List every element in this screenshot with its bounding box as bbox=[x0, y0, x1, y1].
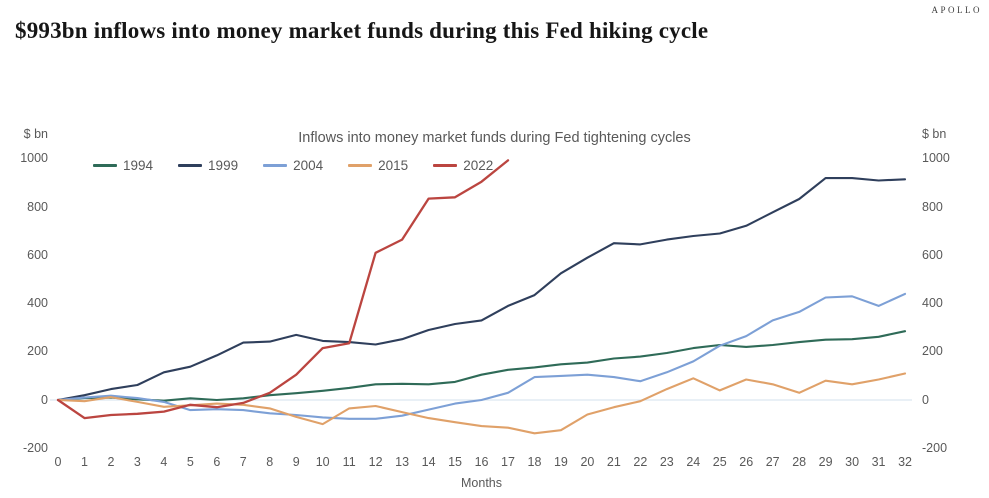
y-tick-label-left: 0 bbox=[41, 392, 48, 407]
x-tick-label: 20 bbox=[580, 455, 595, 469]
x-tick-label: 14 bbox=[421, 455, 436, 469]
y-tick-label-right: 800 bbox=[922, 199, 943, 214]
page-title: $993bn inflows into money market funds d… bbox=[15, 18, 709, 43]
y-tick-label-right: 400 bbox=[922, 296, 943, 310]
y-axis-unit-right: $ bn bbox=[922, 127, 947, 141]
legend-label: 2004 bbox=[293, 158, 324, 173]
x-tick-label: 13 bbox=[395, 455, 410, 469]
x-tick-label: 19 bbox=[553, 455, 568, 469]
y-tick-label-left: 600 bbox=[27, 247, 48, 262]
x-tick-label: 2 bbox=[107, 455, 115, 469]
y-tick-label-left: 1000 bbox=[20, 151, 48, 166]
x-tick-label: 25 bbox=[712, 455, 727, 469]
legend-item-2015: 2015 bbox=[348, 158, 408, 173]
legend-swatch-icon bbox=[348, 164, 373, 167]
x-tick-label: 32 bbox=[898, 455, 912, 469]
x-tick-label: 10 bbox=[315, 455, 330, 469]
x-tick-label: 28 bbox=[792, 455, 807, 469]
chart-legend: 1994 1999 2004 2015 2022 bbox=[93, 158, 493, 173]
x-tick-label: 16 bbox=[474, 455, 489, 469]
y-tick-label-right: 600 bbox=[922, 247, 943, 262]
x-tick-label: 5 bbox=[186, 455, 194, 469]
legend-swatch-icon bbox=[263, 164, 288, 167]
legend-item-2022: 2022 bbox=[433, 158, 493, 173]
legend-item-2004: 2004 bbox=[263, 158, 323, 173]
x-tick-label: 3 bbox=[133, 455, 141, 469]
y-tick-label-right: 200 bbox=[922, 344, 943, 359]
y-axis-right: 1000 800 600 400 200 0 -200 bbox=[922, 0, 972, 498]
x-tick-label: 12 bbox=[368, 455, 383, 469]
legend-label: 2022 bbox=[463, 158, 494, 173]
x-tick-label: 26 bbox=[739, 455, 754, 469]
x-tick-label: 4 bbox=[160, 455, 168, 469]
y-axis-left: 1000 800 600 400 200 0 -200 bbox=[4, 0, 48, 498]
apollo-logo: APOLLO bbox=[931, 5, 982, 15]
series-line-1999 bbox=[56, 177, 907, 402]
series-line-2004 bbox=[56, 292, 907, 420]
legend-swatch-icon bbox=[93, 164, 117, 167]
legend-swatch-icon bbox=[433, 164, 458, 167]
x-tick-label: 30 bbox=[845, 455, 860, 469]
y-tick-label-left: 800 bbox=[27, 199, 48, 214]
x-tick-label: 9 bbox=[292, 455, 300, 469]
x-tick-label: 31 bbox=[871, 455, 886, 469]
x-tick-label: 1 bbox=[80, 455, 88, 469]
chart-title: Inflows into money market funds during F… bbox=[298, 130, 691, 146]
y-tick-label-right: 1000 bbox=[922, 151, 950, 166]
x-tick-label: 6 bbox=[213, 455, 221, 469]
x-tick-label: 21 bbox=[606, 455, 621, 469]
legend-label: 2015 bbox=[378, 158, 409, 173]
y-tick-label-left: 200 bbox=[27, 344, 48, 359]
series-line-2015 bbox=[56, 372, 907, 435]
series-line-1994 bbox=[56, 330, 907, 402]
y-tick-label-left: -200 bbox=[22, 440, 48, 455]
x-tick-label: 24 bbox=[686, 455, 701, 469]
legend-item-1994: 1994 bbox=[93, 158, 153, 173]
legend-swatch-icon bbox=[178, 164, 203, 167]
x-axis-title: Months bbox=[461, 476, 502, 490]
x-tick-label: 11 bbox=[342, 455, 356, 469]
y-tick-label-left: 400 bbox=[27, 296, 48, 310]
y-axis-unit-left: $ bn bbox=[23, 127, 48, 141]
x-tick-label: 17 bbox=[501, 455, 515, 469]
y-tick-label-right: 0 bbox=[922, 392, 929, 407]
x-tick-label: 22 bbox=[633, 455, 648, 469]
legend-label: 1999 bbox=[208, 158, 239, 173]
x-tick-label: 15 bbox=[448, 455, 462, 469]
x-tick-label: 8 bbox=[266, 455, 274, 469]
x-tick-label: 7 bbox=[239, 455, 247, 469]
legend-label: 1994 bbox=[123, 158, 154, 173]
x-tick-label: 27 bbox=[765, 455, 780, 469]
x-tick-label: 0 bbox=[54, 455, 62, 469]
x-tick-label: 29 bbox=[818, 455, 833, 469]
x-tick-label: 18 bbox=[527, 455, 542, 469]
series-line-2022 bbox=[56, 159, 510, 420]
legend-item-1999: 1999 bbox=[178, 158, 238, 173]
x-axis: 0 1 2 3 4 5 6 7 8 9 10 11 12 13 14 15 16 17 18 19 20 21 22 23 24… bbox=[0, 455, 989, 470]
y-tick-label-right: -200 bbox=[922, 440, 948, 455]
x-tick-label: 23 bbox=[659, 455, 674, 469]
